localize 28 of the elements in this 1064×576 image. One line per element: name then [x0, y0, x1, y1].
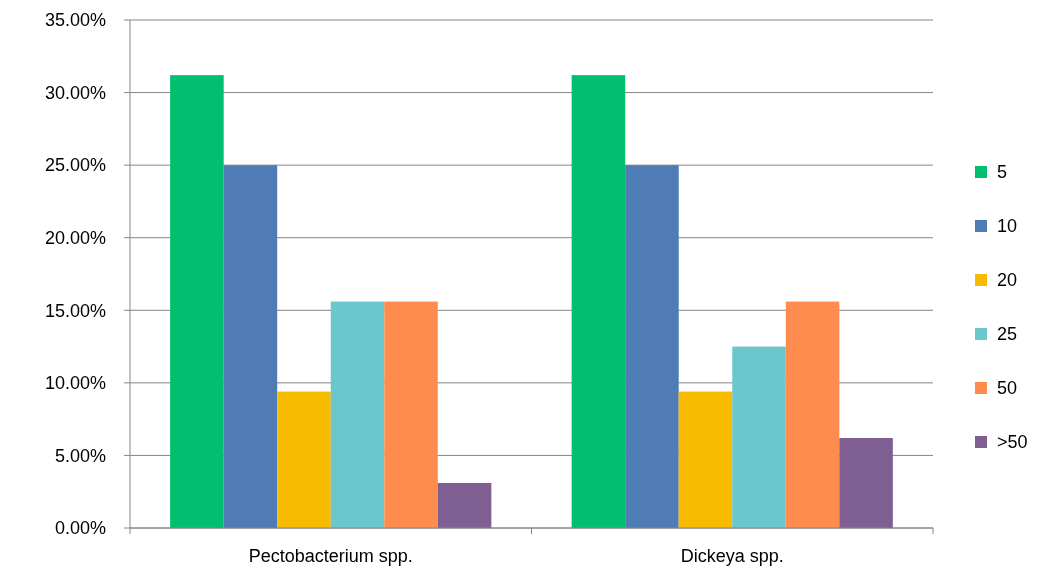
legend-label: >50	[997, 432, 1028, 453]
bar	[571, 75, 626, 528]
bar	[785, 301, 840, 528]
bar	[437, 483, 492, 528]
bar	[839, 438, 893, 528]
bar	[223, 165, 278, 528]
y-tick-label: 0.00%	[54, 518, 106, 539]
bar	[330, 301, 385, 528]
y-tick-label: 10.00%	[44, 373, 106, 394]
bar	[625, 165, 679, 528]
legend-label: 5	[997, 162, 1008, 183]
y-tick-label: 5.00%	[54, 445, 106, 466]
bar	[732, 346, 786, 528]
bar	[678, 391, 733, 528]
legend-label: 50	[997, 378, 1018, 399]
y-tick-label: 25.00%	[44, 155, 106, 176]
legend-label: 10	[997, 216, 1018, 237]
y-tick-label: 35.00%	[44, 10, 106, 31]
x-tick-label: Pectobacterium spp.	[248, 546, 413, 566]
legend-label: 20	[997, 270, 1018, 291]
y-tick-label: 30.00%	[44, 82, 106, 103]
bar	[277, 391, 331, 528]
legend-label: 25	[997, 324, 1018, 345]
y-tick-label: 20.00%	[44, 228, 106, 249]
bar	[170, 75, 224, 528]
y-tick-label: 15.00%	[44, 300, 106, 321]
bar	[384, 301, 438, 528]
x-tick-label: Dickeya spp.	[680, 546, 784, 566]
